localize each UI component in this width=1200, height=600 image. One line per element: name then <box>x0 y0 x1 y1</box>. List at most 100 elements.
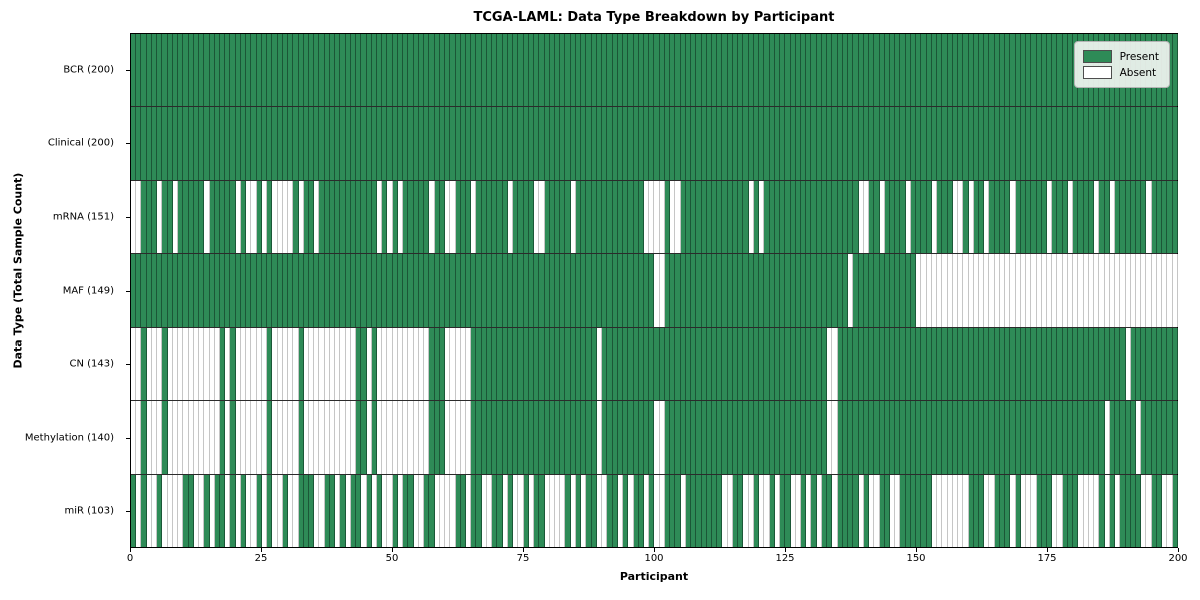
heatmap-cell <box>858 180 864 254</box>
heatmap-cell <box>685 327 692 401</box>
heatmap-cell <box>240 327 247 401</box>
heatmap-cell <box>795 180 801 254</box>
heatmap-cell <box>209 180 215 254</box>
heatmap-cell <box>586 107 592 180</box>
heatmap-cell <box>246 401 252 474</box>
heatmap-cell <box>963 180 969 254</box>
heatmap-cell <box>408 34 414 107</box>
heatmap-cell <box>575 254 582 327</box>
y-tick-label-miR: miR (103) <box>64 505 114 517</box>
heatmap-cell <box>1036 180 1042 254</box>
heatmap-cell <box>549 327 555 401</box>
heatmap-cell <box>314 107 320 180</box>
heatmap-cell <box>685 254 692 327</box>
heatmap-cell <box>397 254 404 327</box>
heatmap-cell <box>387 474 393 547</box>
heatmap-cell <box>377 34 383 107</box>
heatmap-cell <box>670 254 676 327</box>
heatmap-cell <box>1099 474 1105 547</box>
heatmap-cell <box>492 34 498 107</box>
heatmap-cell <box>183 327 189 401</box>
heatmap-cell <box>680 474 686 547</box>
heatmap-cell <box>418 180 425 254</box>
heatmap-cell <box>136 107 142 180</box>
heatmap-cell <box>131 327 137 401</box>
heatmap-cell <box>570 34 576 107</box>
heatmap-cell <box>492 327 498 401</box>
heatmap-cell <box>167 254 173 327</box>
heatmap-cell <box>1031 34 1037 107</box>
heatmap-cell <box>277 327 283 401</box>
heatmap-cell <box>722 327 728 401</box>
heatmap-cell <box>361 401 367 474</box>
heatmap-cell <box>921 34 927 107</box>
heatmap-cell <box>439 474 446 547</box>
heatmap-cell <box>743 34 749 107</box>
heatmap-cell <box>994 180 1000 254</box>
heatmap-cell <box>921 180 927 254</box>
heatmap-cell <box>780 180 786 254</box>
heatmap-cell <box>528 180 535 254</box>
heatmap-cell <box>921 254 927 327</box>
heatmap-cell <box>1015 34 1021 107</box>
heatmap-cell <box>455 254 461 327</box>
heatmap-cell <box>691 474 697 547</box>
heatmap-cell <box>1052 107 1058 180</box>
heatmap-cell <box>539 180 545 254</box>
heatmap-cell <box>193 474 200 547</box>
heatmap-cell <box>387 34 393 107</box>
heatmap-cell <box>146 327 152 401</box>
heatmap-cell <box>340 34 346 107</box>
heatmap-cell <box>392 401 398 474</box>
heatmap-cell <box>308 180 315 254</box>
heatmap-cell <box>1036 401 1042 474</box>
y-tick-mark <box>126 437 130 439</box>
heatmap-cell <box>350 180 357 254</box>
heatmap-cell <box>1026 401 1032 474</box>
heatmap-cell <box>544 327 550 401</box>
heatmap-cell <box>916 327 922 401</box>
heatmap-cell <box>816 327 822 401</box>
heatmap-cell <box>837 254 843 327</box>
heatmap-cell <box>785 34 791 107</box>
heatmap-cell <box>492 474 498 547</box>
heatmap-cell <box>748 34 754 107</box>
heatmap-cell <box>732 254 739 327</box>
y-tick-label-CN: CN (143) <box>69 358 114 370</box>
heatmap-cell <box>900 254 906 327</box>
heatmap-cell <box>816 401 822 474</box>
heatmap-cell <box>853 474 859 547</box>
heatmap-cell <box>434 254 440 327</box>
heatmap-cell <box>267 180 273 254</box>
heatmap-cell <box>607 474 613 547</box>
heatmap-cell <box>717 107 723 180</box>
heatmap-cell <box>1073 474 1079 547</box>
heatmap-cell <box>905 34 911 107</box>
heatmap-cell <box>806 401 812 474</box>
heatmap-cell <box>204 107 210 180</box>
heatmap-cell <box>146 107 152 180</box>
heatmap-cell <box>403 401 409 474</box>
heatmap-cell <box>895 401 901 474</box>
heatmap-cell <box>303 180 309 254</box>
heatmap-cell <box>267 254 273 327</box>
heatmap-cell <box>528 34 535 107</box>
heatmap-cell <box>753 474 760 547</box>
heatmap-cell <box>450 34 456 107</box>
heatmap-cell <box>471 107 477 180</box>
heatmap-cell <box>879 34 885 107</box>
heatmap-cell <box>1078 180 1084 254</box>
heatmap-cell <box>1020 474 1027 547</box>
heatmap-cell <box>1041 327 1048 401</box>
heatmap-cell <box>638 327 644 401</box>
heatmap-cell <box>460 401 466 474</box>
heatmap-cell <box>319 401 325 474</box>
heatmap-cell <box>1057 180 1063 254</box>
heatmap-cell <box>439 327 446 401</box>
heatmap-cell <box>308 254 315 327</box>
heatmap-cell <box>785 474 791 547</box>
heatmap-cell <box>476 401 482 474</box>
heatmap-cell <box>638 474 644 547</box>
heatmap-cell <box>1088 180 1095 254</box>
